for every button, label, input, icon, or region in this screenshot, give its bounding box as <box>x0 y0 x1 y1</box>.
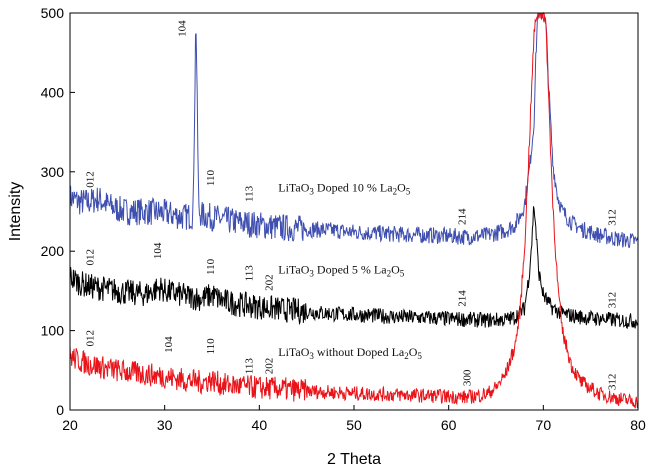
series-label-subscript: 2 <box>404 351 409 361</box>
peak-label: 214 <box>457 208 469 225</box>
peak-label: 012 <box>85 171 97 188</box>
peak-label: 113 <box>244 358 256 375</box>
series-label-text: Doped 5 % La <box>314 262 387 276</box>
peak-label: 300 <box>461 369 473 386</box>
series-label-subscript: 5 <box>400 268 405 278</box>
series-label: LiTaO3 without Doped La2O5 <box>278 345 422 361</box>
peak-label: 113 <box>244 185 256 202</box>
series-label-subscript: 3 <box>309 351 314 361</box>
x-tick-label: 70 <box>536 417 552 433</box>
x-tick-label: 40 <box>252 417 268 433</box>
series-label-text: O <box>391 262 400 276</box>
series-line-2 <box>69 11 639 409</box>
series-line-1 <box>69 206 639 330</box>
y-tick-label: 100 <box>41 323 65 339</box>
ticks: 20 30 40 50 60 70 80 0 100 200 300 400 500 <box>41 5 646 433</box>
peak-label: 110 <box>205 258 217 275</box>
peak-label: 312 <box>606 292 618 309</box>
x-tick-label: 50 <box>346 417 362 433</box>
x-axis-title: 2 Theta <box>327 451 381 468</box>
peak-label: 202 <box>264 358 276 375</box>
peak-label: 110 <box>205 338 217 355</box>
peak-label: 110 <box>205 170 217 187</box>
y-tick-label: 200 <box>41 243 65 259</box>
series-label-text: Doped 10 % La <box>314 181 393 195</box>
y-axis-title: Intensity <box>7 182 24 242</box>
peak-labels: 012 104 110 113 214 312 012 104 110 113 202 214 312 0… <box>85 20 619 390</box>
x-tick-label: 80 <box>630 417 646 433</box>
series-label-text: without Doped La <box>314 345 405 359</box>
x-tick-label: 30 <box>157 417 173 433</box>
x-tick-label: 20 <box>62 417 78 433</box>
y-tick-label: 500 <box>41 5 65 21</box>
series-label-text: LiTaO <box>278 262 309 276</box>
y-tick-label: 400 <box>41 84 65 100</box>
y-tick-label: 0 <box>56 402 64 418</box>
series-label-subscript: 5 <box>406 187 411 197</box>
series-label-text: O <box>397 181 406 195</box>
y-tick-label: 300 <box>41 164 65 180</box>
peak-label: 202 <box>264 274 276 291</box>
series-label-subscript: 3 <box>309 187 314 197</box>
x-tick-label: 60 <box>441 417 457 433</box>
series-label-subscript: 2 <box>393 187 398 197</box>
series-label: LiTaO3 Doped 5 % La2O5 <box>278 262 404 278</box>
series-label-subscript: 3 <box>309 268 314 278</box>
series-label: LiTaO3 Doped 10 % La2O5 <box>278 181 410 197</box>
series-label-subscript: 5 <box>417 351 422 361</box>
peak-label: 104 <box>152 242 164 259</box>
series-label-text: LiTaO <box>278 181 309 195</box>
series-line-0 <box>69 12 639 249</box>
peak-label: 012 <box>85 330 97 347</box>
peak-label: 104 <box>176 20 188 37</box>
peak-label: 312 <box>606 209 618 226</box>
series-label-text: LiTaO <box>278 345 309 359</box>
peak-label: 312 <box>606 374 618 391</box>
peak-label: 104 <box>163 336 175 353</box>
series-lines <box>69 11 639 409</box>
peak-label: 012 <box>85 249 97 266</box>
series-label-text: O <box>409 345 418 359</box>
series-label-subscript: 2 <box>387 268 392 278</box>
peak-label: 113 <box>244 265 256 282</box>
peak-label: 214 <box>457 290 469 307</box>
